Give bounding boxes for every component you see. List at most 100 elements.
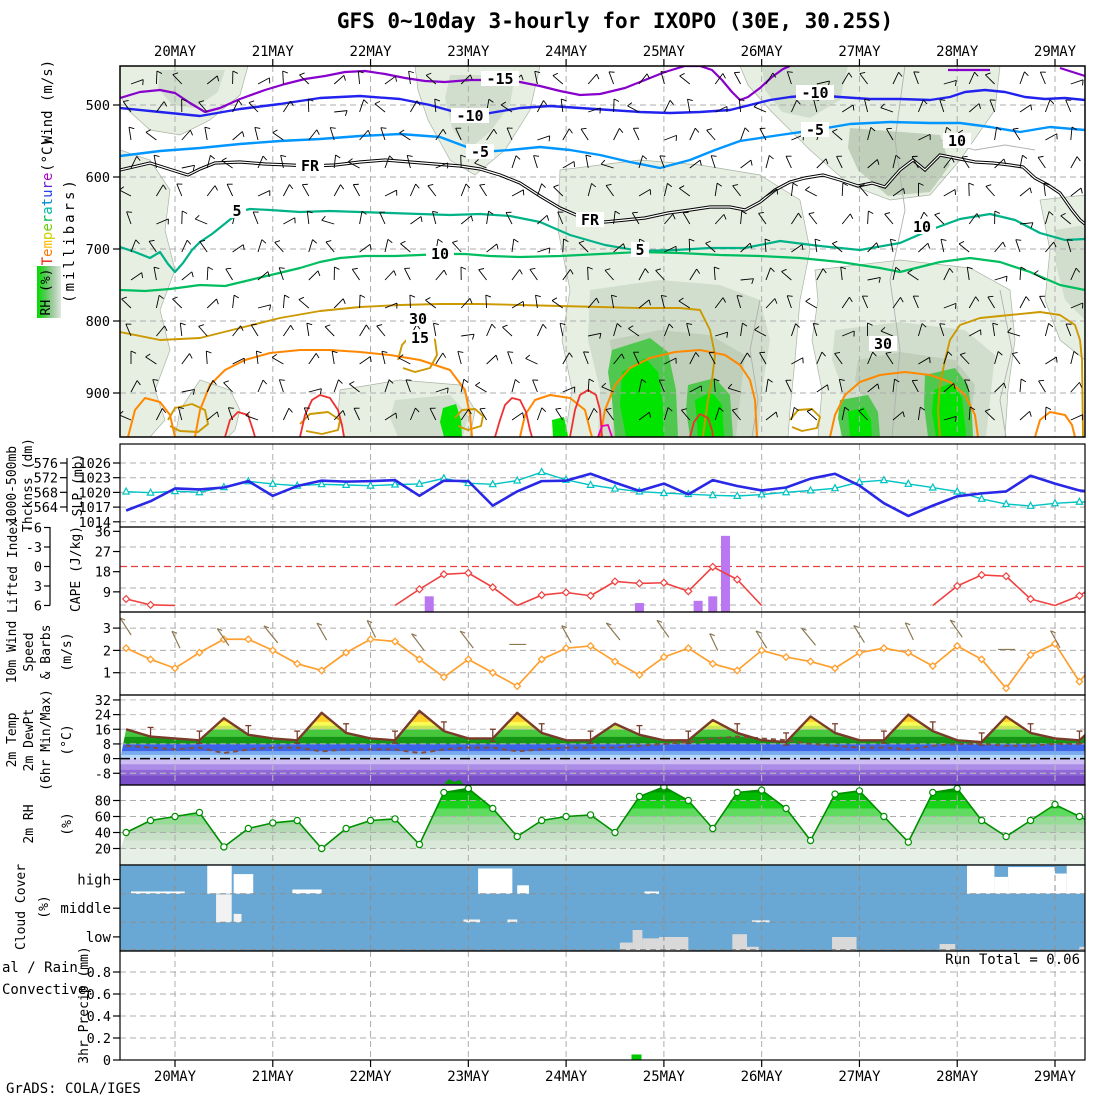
svg-text:5: 5: [635, 241, 644, 259]
svg-text:36: 36: [95, 524, 111, 540]
high-cloud-bar: [207, 865, 232, 894]
weather-symbol: [444, 779, 465, 785]
bottom-date-label: 29MAY: [1034, 1069, 1077, 1085]
cloud-panel: [120, 865, 1085, 951]
upper-temp-unit-label: (°C): [40, 138, 56, 172]
temp2m-label-line2: 2m DewPt: [22, 709, 37, 772]
upper-pressure-axis-label: (millibars): [62, 177, 78, 303]
temp2m-series: [125, 709, 1085, 785]
upper-air-frame: 500 600 700 800 900 20MAY 21MAY 22MAY 23MAY 24MAY…: [86, 44, 1086, 438]
top-date-label: 28MAY: [936, 44, 979, 60]
slp-thickness-panel: [120, 444, 1085, 527]
temp2m-label-line1: 2m Temp: [5, 712, 20, 767]
high-cloud-bar: [644, 891, 659, 894]
svg-text:80: 80: [95, 794, 111, 810]
low-cloud-bar: [1079, 946, 1085, 951]
low-cloud-bar: [642, 938, 659, 951]
wind10m-label-line3: & Barbs: [39, 625, 54, 680]
top-date-label: 22MAY: [349, 44, 392, 60]
precip-frame: 0.8 0.6 0.4 0.2 0 20MAY 21MAY 22MAY 23MAY 24MAY 25…: [87, 950, 1086, 1085]
svg-text:-10: -10: [456, 107, 483, 125]
svg-text:568: 568: [34, 485, 58, 501]
low-cloud-bar: [747, 946, 759, 951]
top-date-label: 24MAY: [545, 44, 588, 60]
precip-series: [631, 1054, 642, 1060]
high-cloud-bar: [994, 876, 1009, 894]
high-cloud-bar: [478, 868, 513, 894]
svg-text:30: 30: [409, 310, 427, 328]
svg-text:32: 32: [95, 693, 111, 709]
svg-text:700: 700: [86, 242, 110, 258]
svg-text:0.8: 0.8: [87, 965, 111, 981]
bottom-date-label: 22MAY: [349, 1069, 392, 1085]
wind10m-frame: 3 2 1: [103, 611, 1086, 696]
wind10m-unit-label: (m/s): [60, 632, 75, 671]
low-cloud-bar: [659, 937, 689, 951]
cloud-row-label: low: [86, 930, 112, 946]
svg-text:576: 576: [34, 456, 58, 472]
high-cloud-bar: [292, 889, 322, 894]
top-date-label: 23MAY: [447, 44, 490, 60]
top-date-label: 21MAY: [252, 44, 295, 60]
top-date-label: 26MAY: [741, 44, 784, 60]
svg-text:-3: -3: [26, 540, 42, 556]
rh2m-series: [122, 785, 1085, 853]
cloud-row-label: high: [77, 873, 111, 889]
svg-text:5: 5: [232, 202, 241, 220]
svg-text:0: 0: [103, 1053, 111, 1069]
cloud-cover-label: Cloud Cover: [14, 864, 29, 950]
svg-text:1023: 1023: [78, 471, 111, 487]
upper-rh-label: RH (%): [39, 269, 54, 316]
svg-text:564: 564: [34, 500, 58, 516]
cloud-unit-label: (%): [37, 895, 52, 918]
svg-text:FR: FR: [301, 157, 320, 175]
bottom-date-label: 27MAY: [838, 1069, 881, 1085]
svg-text:600: 600: [86, 170, 110, 186]
svg-text:1017: 1017: [78, 500, 111, 516]
svg-text:0.6: 0.6: [87, 987, 111, 1003]
svg-text:60: 60: [95, 810, 111, 826]
top-date-label: 20MAY: [154, 44, 197, 60]
precip-axis-label: 3hr Precip (mm): [77, 946, 92, 1063]
rh-legend-swatch: [37, 266, 61, 318]
temp2m-unit-label: (°C): [60, 724, 75, 755]
top-date-label: 29MAY: [1034, 44, 1077, 60]
thickness-label-line1: 1000-500mb: [5, 446, 20, 524]
svg-text:10: 10: [431, 245, 449, 263]
low-cloud-bar: [619, 942, 633, 951]
middle-cloud-bar: [507, 919, 518, 923]
lifted-index-label: Lifted Index: [6, 519, 21, 613]
svg-text:1: 1: [103, 666, 111, 682]
high-cloud-bar: [233, 874, 254, 894]
high-cloud-bar: [1055, 873, 1067, 894]
svg-text:-8: -8: [95, 766, 111, 782]
grads-credit: GrADS: COLA/IGES: [6, 1081, 141, 1097]
high-cloud-bar: [517, 885, 529, 894]
cape-li-panel: [120, 527, 1085, 612]
bottom-date-label: 28MAY: [936, 1069, 979, 1085]
svg-text:8: 8: [103, 737, 111, 753]
high-cloud-bar: [1066, 865, 1085, 894]
svg-text:0: 0: [103, 752, 111, 768]
svg-text:18: 18: [95, 565, 111, 581]
middle-cloud-bar: [463, 919, 481, 923]
svg-text:1026: 1026: [78, 456, 111, 472]
rh2m-label: 2m RH: [22, 804, 37, 843]
svg-text:0: 0: [34, 560, 42, 576]
precip-bar: [631, 1054, 642, 1060]
chart-layers: -15-10-10-5-5FRFR55101530301010500600700…: [26, 44, 1086, 1085]
temp2m-label-line3: (6hr Min/Max): [39, 689, 54, 791]
bottom-date-label: 26MAY: [741, 1069, 784, 1085]
cape-axis-label: CAPE (J/kg): [69, 526, 84, 612]
svg-text:900: 900: [86, 386, 110, 402]
bottom-date-label: 23MAY: [447, 1069, 490, 1085]
top-date-label: 25MAY: [643, 44, 686, 60]
cape-li-series: [121, 535, 1085, 612]
svg-text:9: 9: [103, 585, 111, 601]
svg-text:-10: -10: [801, 84, 828, 102]
temp2m-bands: [120, 695, 1085, 785]
svg-text:500: 500: [86, 98, 110, 114]
